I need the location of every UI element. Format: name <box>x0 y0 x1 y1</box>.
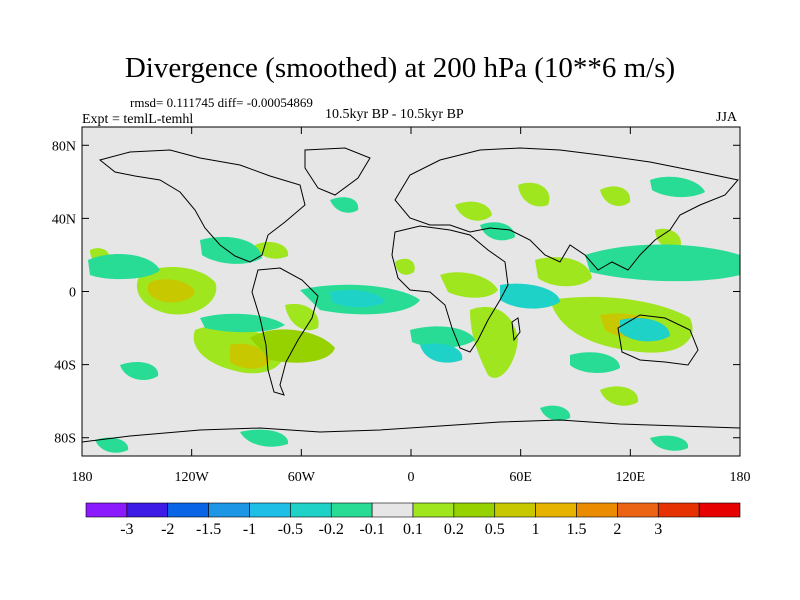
field-patch <box>600 386 639 406</box>
colorbar-label: 0.5 <box>485 521 505 538</box>
colorbar-swatch <box>85 502 128 518</box>
field-patch <box>285 303 319 331</box>
field-patch <box>88 254 160 280</box>
colorbar-swatch <box>371 502 414 518</box>
colorbar-swatch <box>617 502 659 518</box>
lon-tick-label: 60W <box>288 470 316 485</box>
coastline-greenland <box>304 147 371 196</box>
colorbar-label: 1 <box>532 521 540 538</box>
field-patch <box>250 329 335 363</box>
lat-tick-label: 40S <box>54 359 76 374</box>
lat-tick-label: 0 <box>69 286 76 301</box>
lon-tick-label: 60E <box>509 470 532 485</box>
coastline-madagascar <box>511 317 521 342</box>
field-patch <box>540 405 571 421</box>
field-patch <box>200 236 262 264</box>
field-patch <box>518 182 550 207</box>
coastline-africa <box>391 225 509 353</box>
coastline-eurasia <box>394 147 739 271</box>
lon-tick-label: 120E <box>616 470 646 485</box>
colorbar-swatch <box>167 502 209 518</box>
field-patch <box>500 283 560 309</box>
colorbar-label: -0.5 <box>278 521 303 538</box>
field-patch <box>650 176 705 198</box>
colorbar-swatch <box>126 502 169 518</box>
field-patch <box>470 306 518 378</box>
field-layer <box>88 176 740 453</box>
lon-tick-label: 0 <box>408 470 415 485</box>
colorbar-label: -1 <box>243 521 256 538</box>
field-patch <box>655 228 681 250</box>
field-patch <box>440 272 498 298</box>
field-patch <box>240 429 289 447</box>
field-patch <box>535 257 592 287</box>
field-patch <box>600 186 631 206</box>
colorbar-swatch <box>290 502 332 518</box>
lon-tick-label: 180 <box>730 470 751 485</box>
field-patch <box>410 326 475 348</box>
colorbar-swatch <box>249 502 291 518</box>
colorbar-swatch <box>698 502 741 518</box>
field-patch <box>620 317 670 342</box>
field-patch <box>200 313 285 333</box>
colorbar-swatch <box>535 502 577 518</box>
lon-tick-label: 120W <box>175 470 210 485</box>
field-patch <box>650 435 689 451</box>
colorbar-label: 1.5 <box>567 521 587 538</box>
colorbar-swatch <box>494 502 536 518</box>
field-patch <box>255 242 289 259</box>
axis-ticks: 80N 40N 0 40S 80S 180 120W 60W 0 60E 120E 180 <box>52 127 751 485</box>
field-patch <box>585 244 740 282</box>
field-patch <box>230 343 270 369</box>
field-patch <box>120 362 159 381</box>
period-label: 10.5kyr BP - 10.5kyr BP <box>325 107 464 122</box>
lat-tick-label: 40N <box>52 212 76 227</box>
colorbar-label: -0.2 <box>319 521 344 538</box>
field-patch <box>330 290 385 308</box>
field-patch <box>147 279 195 303</box>
lon-tick-label: 180 <box>72 470 93 485</box>
field-patch <box>95 437 129 453</box>
field-patch <box>420 343 463 363</box>
colorbar-label: -3 <box>120 521 133 538</box>
colorbar-label: 2 <box>613 521 621 538</box>
colorbar-label: 0.2 <box>444 521 464 538</box>
colorbar-label: 3 <box>654 521 662 538</box>
season-label: JJA <box>716 110 738 125</box>
field-patch <box>455 201 492 221</box>
colorbar-swatch <box>412 502 455 518</box>
coastline-antarctica <box>82 419 740 443</box>
coastlines <box>82 147 740 443</box>
colorbar-swatch <box>330 502 373 518</box>
experiment-label: Expt = temlL-temhl <box>82 112 194 127</box>
coastline-north-america <box>98 149 306 263</box>
colorbar-swatch <box>657 502 700 518</box>
colorbar-label: -2 <box>161 521 174 538</box>
colorbar-swatch <box>576 502 618 518</box>
colorbar: -3 -2 -1.5 -1 -0.5 -0.2 -0.1 0.1 0.2 0.5 1 1.5 2 3 <box>85 502 741 538</box>
colorbar-swatch <box>208 502 250 518</box>
map-title: Divergence (smoothed) at 200 hPa (10**6 … <box>124 52 676 84</box>
colorbar-label: -0.1 <box>359 521 384 538</box>
field-patch <box>480 222 515 241</box>
field-patch <box>395 258 415 275</box>
stats-label: rmsd= 0.111745 diff= -0.00054869 <box>130 95 313 110</box>
coastline-south-america <box>251 267 319 396</box>
lat-tick-label: 80S <box>54 432 76 447</box>
lat-tick-label: 80N <box>52 139 76 154</box>
colorbar-swatch <box>453 502 496 518</box>
colorbar-label: 0.1 <box>403 521 423 538</box>
field-patch <box>570 352 620 374</box>
colorbar-label: -1.5 <box>196 521 221 538</box>
coastline-australia <box>617 314 699 366</box>
field-patch <box>330 197 359 213</box>
